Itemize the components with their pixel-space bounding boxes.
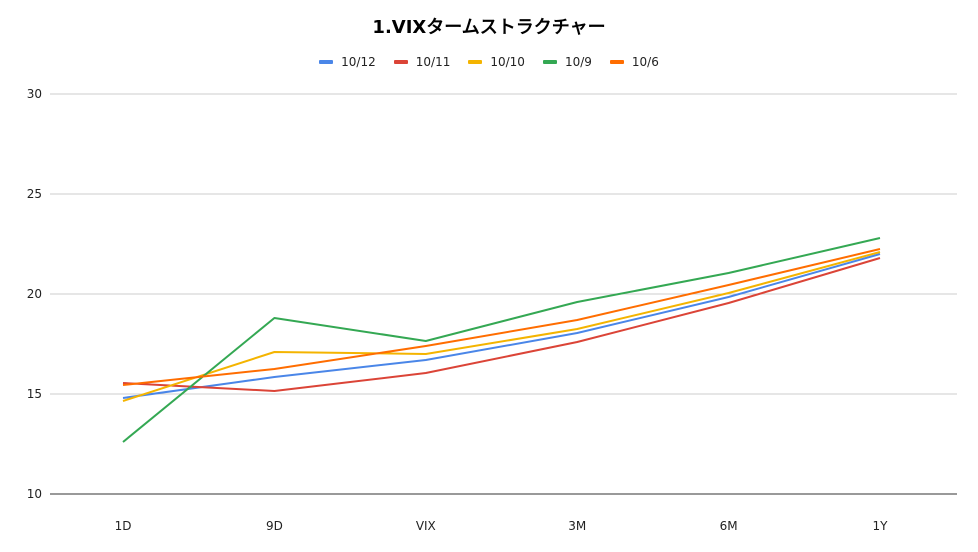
y-tick-label: 20 [27, 287, 42, 301]
x-tick-label: 9D [266, 519, 283, 533]
x-tick-label: 1D [115, 519, 132, 533]
legend-swatch [319, 60, 334, 64]
legend-swatch [609, 60, 624, 64]
x-tick-label: 3M [568, 519, 586, 533]
legend-label: 10/9 [564, 55, 592, 69]
legend-item: 10/9 [542, 55, 592, 69]
legend-label: 10/6 [631, 55, 659, 69]
series-line-10-11 [122, 257, 881, 392]
legend-swatch [468, 60, 483, 64]
legend-swatch [393, 60, 408, 64]
x-tick-label: VIX [416, 519, 436, 533]
legend-label: 10/12 [341, 55, 376, 69]
y-tick-label: 15 [27, 387, 42, 401]
legend-item: 10/11 [393, 55, 451, 69]
chart-title: 1.VIXタームストラクチャー [372, 17, 606, 38]
legend-item: 10/6 [609, 55, 659, 69]
legend: 10/12 10/11 10/10 10/9 10/6 [0, 55, 978, 69]
y-tick-label: 25 [27, 187, 42, 201]
legend-label: 10/11 [415, 55, 451, 69]
legend-label: 10/10 [490, 55, 525, 69]
y-tick-label: 30 [27, 87, 42, 101]
x-tick-label: 1Y [873, 519, 889, 533]
legend-item: 10/12 [319, 55, 376, 69]
series-line-10-9 [122, 237, 881, 443]
series-line-10-6 [122, 248, 881, 386]
y-tick-label: 10 [27, 487, 42, 501]
legend-item: 10/10 [468, 55, 525, 69]
legend-swatch [542, 60, 557, 64]
series-line-10-12 [122, 253, 881, 399]
x-tick-label: 6M [720, 519, 738, 533]
series-line-10-10 [122, 251, 881, 402]
